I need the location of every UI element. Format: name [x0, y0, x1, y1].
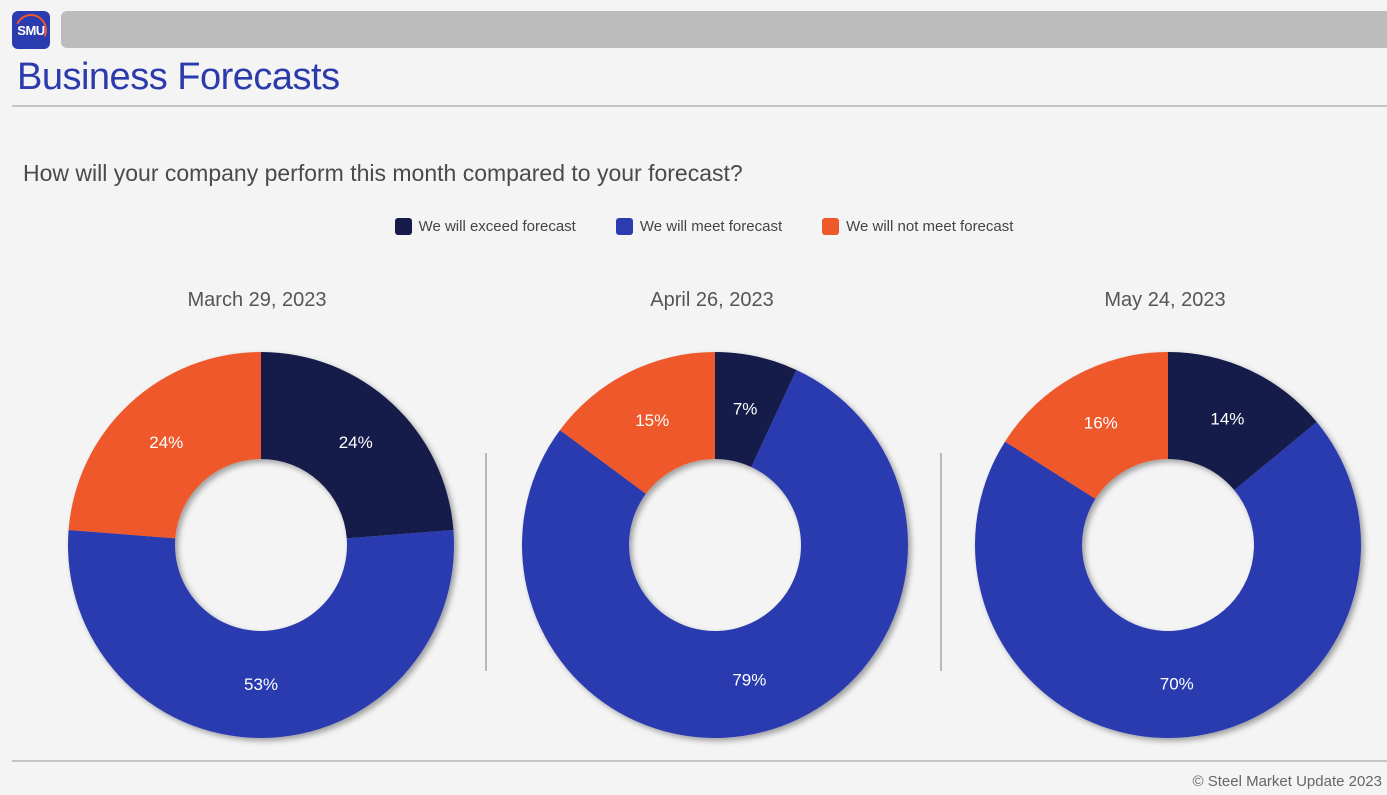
data-label-meet: 79% — [732, 671, 766, 690]
donut-chart-april: 7% 79% 15% — [522, 352, 908, 738]
donut-slice-meet — [67, 530, 455, 739]
legend-swatch-meet — [615, 218, 633, 235]
donut-slice-not-meet — [68, 352, 261, 539]
donut-slice-meet — [522, 370, 908, 738]
data-label-exceed: 14% — [1210, 409, 1244, 428]
chart-title-march: March 29, 2023 — [187, 289, 327, 311]
legend-label-exceed: We will exceed forecast — [418, 218, 576, 235]
chart-question: How will your company perform this month… — [23, 160, 743, 186]
logo-text: SMU — [17, 22, 45, 38]
page-title: Business Forecasts — [17, 56, 340, 98]
donut-slice-meet — [974, 421, 1361, 738]
chart-divider — [940, 453, 942, 671]
donut-slice-not-meet — [1005, 352, 1168, 499]
donut-slice-not-meet — [559, 352, 715, 494]
donut-slice-exceed — [715, 352, 797, 468]
data-label-exceed: 7% — [733, 399, 758, 418]
smu-logo[interactable]: SMU — [12, 11, 50, 49]
data-label-exceed: 24% — [339, 433, 373, 452]
chart-divider — [485, 453, 487, 671]
donut-slice-exceed — [261, 352, 454, 539]
legend-label-meet: We will meet forecast — [639, 218, 783, 235]
top-navigation-bar — [61, 11, 1387, 48]
donut-chart-march: 24% 53% 24% — [67, 352, 455, 739]
footer-divider — [12, 760, 1387, 762]
title-divider — [12, 105, 1387, 107]
chart-title-may: May 24, 2023 — [1104, 289, 1226, 311]
chart-title-april: April 26, 2023 — [650, 289, 774, 311]
copyright-footer: © Steel Market Update 2023 — [1192, 773, 1383, 790]
data-label-not-meet: 16% — [1084, 413, 1118, 432]
legend-item-meet: We will meet forecast — [615, 218, 783, 235]
legend: We will exceed forecast We will meet for… — [0, 218, 1387, 235]
data-label-not-meet: 24% — [149, 433, 183, 452]
data-label-meet: 53% — [244, 675, 278, 694]
data-label-meet: 70% — [1160, 675, 1194, 694]
data-label-not-meet: 15% — [635, 411, 669, 430]
legend-item-not-meet: We will not meet forecast — [822, 218, 1013, 235]
legend-item-exceed: We will exceed forecast — [394, 218, 576, 235]
legend-swatch-exceed — [394, 218, 412, 235]
legend-label-not-meet: We will not meet forecast — [846, 218, 1014, 235]
legend-swatch-not-meet — [822, 218, 840, 235]
donut-slice-exceed — [1168, 352, 1317, 491]
donut-chart-may: 14% 70% 16% — [974, 352, 1361, 738]
